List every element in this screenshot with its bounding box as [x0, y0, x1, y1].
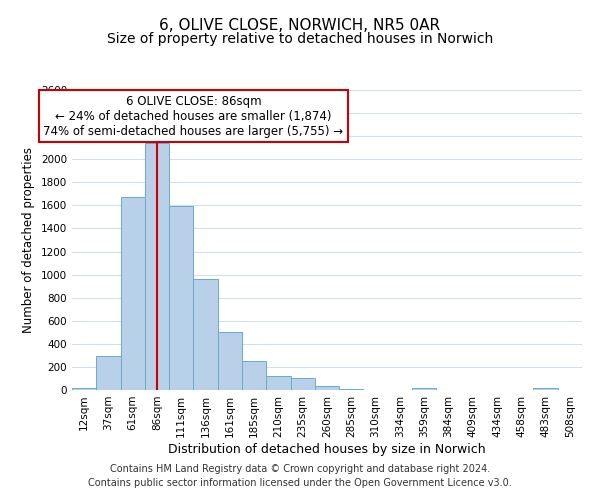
- X-axis label: Distribution of detached houses by size in Norwich: Distribution of detached houses by size …: [168, 442, 486, 456]
- Bar: [218, 332, 242, 390]
- Bar: [121, 198, 145, 390]
- Bar: [533, 388, 558, 390]
- Text: 6, OLIVE CLOSE, NORWICH, NR5 0AR: 6, OLIVE CLOSE, NORWICH, NR5 0AR: [160, 18, 440, 32]
- Text: Contains HM Land Registry data © Crown copyright and database right 2024.
Contai: Contains HM Land Registry data © Crown c…: [88, 464, 512, 487]
- Bar: [96, 356, 121, 390]
- Bar: [315, 386, 339, 390]
- Bar: [169, 206, 193, 390]
- Text: 6 OLIVE CLOSE: 86sqm
← 24% of detached houses are smaller (1,874)
74% of semi-de: 6 OLIVE CLOSE: 86sqm ← 24% of detached h…: [43, 94, 343, 138]
- Bar: [266, 376, 290, 390]
- Bar: [145, 143, 169, 390]
- Bar: [242, 360, 266, 390]
- Text: Size of property relative to detached houses in Norwich: Size of property relative to detached ho…: [107, 32, 493, 46]
- Bar: [412, 388, 436, 390]
- Y-axis label: Number of detached properties: Number of detached properties: [22, 147, 35, 333]
- Bar: [290, 378, 315, 390]
- Bar: [72, 388, 96, 390]
- Bar: [339, 389, 364, 390]
- Bar: [193, 278, 218, 390]
